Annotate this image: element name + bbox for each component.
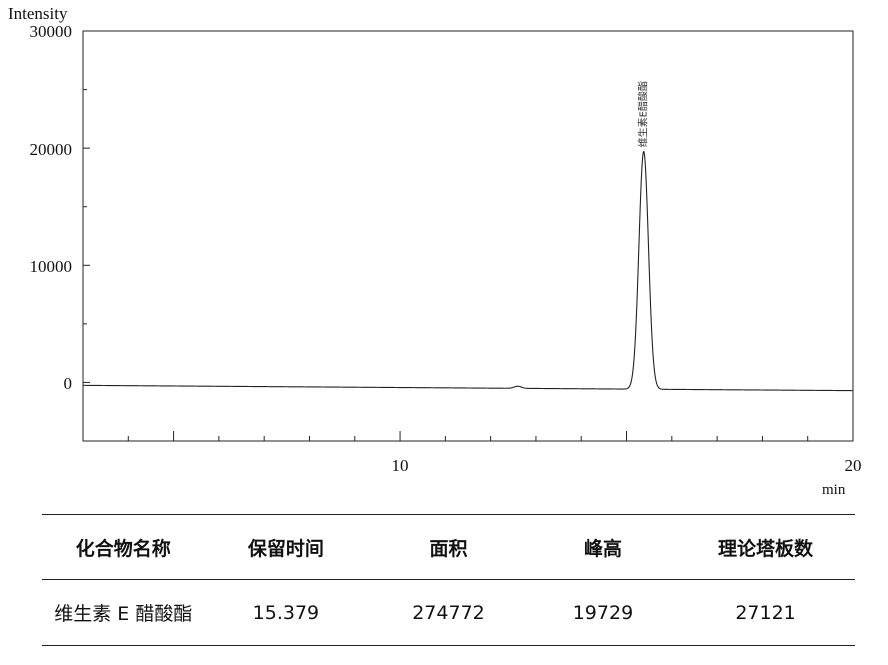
y-axis-title: Intensity	[8, 4, 68, 23]
header-retention-time: 保留时间	[204, 514, 368, 580]
axis-ticks	[82, 30, 854, 442]
y-tick-label-10000: 10000	[30, 257, 73, 276]
header-theoretical-plates: 理论塔板数	[676, 514, 855, 580]
peak-label: 维生素E醋酸酯	[637, 81, 650, 147]
header-area: 面积	[367, 514, 530, 580]
table-row: 维生素 E 醋酸酯 15.379 274772 19729 27121	[42, 579, 855, 646]
y-tick-label-0: 0	[64, 374, 73, 393]
cell-compound-name: 维生素 E 醋酸酯	[42, 579, 205, 646]
y-tick-label-20000: 20000	[30, 140, 73, 159]
y-tick-label-30000: 30000	[30, 22, 73, 41]
header-peak-height: 峰高	[529, 514, 677, 580]
cell-peak-height: 19729	[529, 579, 677, 646]
plot-frame	[82, 30, 854, 442]
x-tick-label-10: 10	[392, 456, 409, 475]
x-tick-label-20: 20	[845, 456, 862, 475]
chromatogram-chart: Intensity min 30000 20000 10000 0 10 20 …	[8, 4, 862, 498]
table-header-row: 化合物名称 保留时间 面积 峰高 理论塔板数	[42, 514, 855, 580]
chromatogram-trace	[83, 150, 854, 392]
x-axis-title: min	[822, 482, 846, 498]
header-compound-name: 化合物名称	[42, 514, 205, 580]
cell-theoretical-plates: 27121	[676, 579, 855, 646]
cell-retention-time: 15.379	[204, 579, 368, 646]
cell-area: 274772	[367, 579, 530, 646]
results-table: 化合物名称 保留时间 面积 峰高 理论塔板数 维生素 E 醋酸酯 15.379 …	[42, 514, 855, 646]
